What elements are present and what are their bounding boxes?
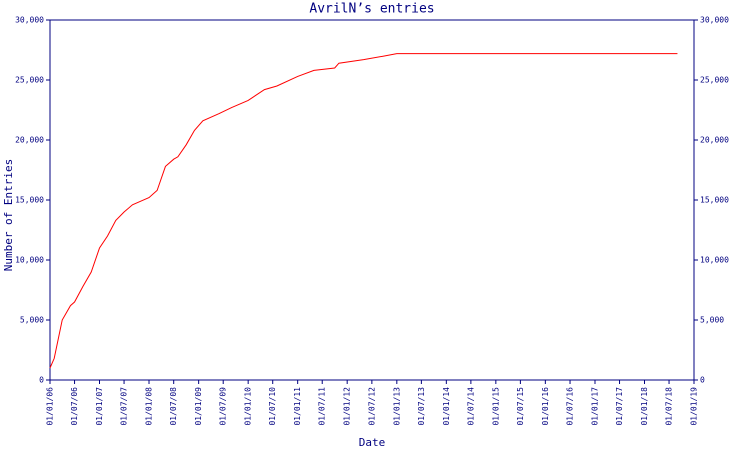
y2-tick-label: 25,000	[700, 76, 729, 85]
x-tick-label: 01/07/10	[268, 387, 277, 426]
y2-tick-label: 30,000	[700, 16, 729, 25]
x-tick-label: 01/07/08	[169, 387, 178, 426]
x-tick-label: 01/07/13	[417, 387, 426, 426]
y2-tick-label: 5,000	[700, 316, 724, 325]
x-tick-label: 01/01/17	[590, 387, 599, 426]
y-tick-label: 10,000	[15, 256, 44, 265]
y-tick-label: 15,000	[15, 196, 44, 205]
x-tick-label: 01/01/19	[690, 387, 699, 426]
y2-tick-label: 0	[700, 376, 705, 385]
x-tick-label: 01/07/12	[367, 387, 376, 426]
x-tick-label: 01/01/14	[442, 387, 451, 426]
x-tick-label: 01/01/11	[293, 387, 302, 426]
y2-tick-label: 20,000	[700, 136, 729, 145]
x-tick-label: 01/07/06	[70, 387, 79, 426]
x-tick-label: 01/01/15	[491, 387, 500, 426]
x-tick-label: 01/07/15	[516, 387, 525, 426]
x-tick-label: 01/07/07	[120, 387, 129, 426]
x-tick-label: 01/01/12	[343, 387, 352, 426]
y-tick-label: 0	[39, 376, 44, 385]
x-tick-label: 01/01/18	[640, 387, 649, 426]
x-tick-label: 01/01/13	[392, 387, 401, 426]
y2-tick-label: 15,000	[700, 196, 729, 205]
x-tick-label: 01/01/10	[244, 387, 253, 426]
y-tick-label: 5,000	[20, 316, 44, 325]
x-tick-label: 01/07/09	[219, 387, 228, 426]
y-tick-label: 25,000	[15, 76, 44, 85]
x-tick-label: 01/01/06	[46, 387, 55, 426]
x-tick-label: 01/07/17	[615, 387, 624, 426]
x-tick-label: 01/01/09	[194, 387, 203, 426]
chart-title: AvrilN’s entries	[309, 2, 434, 17]
x-tick-label: 01/01/08	[145, 387, 154, 426]
x-tick-label: 01/07/16	[566, 387, 575, 426]
x-tick-label: 01/07/18	[665, 387, 674, 426]
x-tick-label: 01/01/16	[541, 387, 550, 426]
y-tick-label: 20,000	[15, 136, 44, 145]
y-axis-label: Number of Entries	[2, 159, 15, 272]
plot-frame	[49, 19, 695, 381]
x-tick-label: 01/07/11	[318, 387, 327, 426]
x-tick-label: 01/01/07	[95, 387, 104, 426]
x-axis-label: Date	[359, 436, 386, 449]
x-tick-label: 01/07/14	[466, 387, 475, 426]
y2-tick-label: 10,000	[700, 256, 729, 265]
data-line	[49, 53, 678, 369]
y-tick-label: 30,000	[15, 16, 44, 25]
